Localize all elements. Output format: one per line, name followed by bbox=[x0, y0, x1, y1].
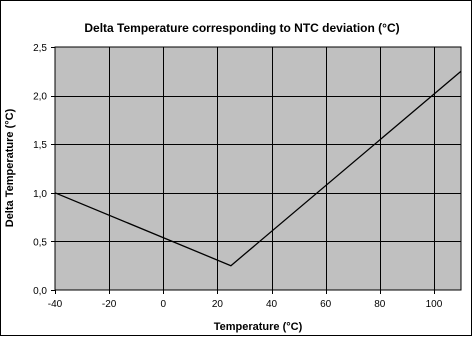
x-tick-label: 20 bbox=[212, 299, 224, 310]
chart-title: Delta Temperature corresponding to NTC d… bbox=[84, 21, 399, 35]
series-layer bbox=[54, 70, 462, 267]
y-tick-label: 1,5 bbox=[33, 140, 47, 151]
x-tick-label: 40 bbox=[266, 299, 278, 310]
plot-area bbox=[55, 47, 461, 290]
x-tick-label: 60 bbox=[320, 299, 332, 310]
x-tick-label: -40 bbox=[48, 299, 63, 310]
x-tick-label: -20 bbox=[102, 299, 117, 310]
horizontal-gridlines bbox=[55, 96, 461, 242]
x-axis-ticks: -40 -20 0 20 40 60 80 100 bbox=[48, 290, 443, 310]
y-axis-title: Delta Temperature (°C) bbox=[4, 108, 16, 227]
y-tick-label: 2,5 bbox=[33, 43, 47, 54]
y-tick-label: 1,0 bbox=[33, 189, 47, 200]
vertical-gridlines bbox=[109, 47, 435, 290]
x-tick-label: 0 bbox=[160, 299, 166, 310]
y-axis-ticks: 0,0 0,5 1,0 1,5 2,0 2,5 bbox=[33, 43, 55, 297]
y-tick-label: 0,0 bbox=[33, 286, 47, 297]
y-tick-label: 2,0 bbox=[33, 92, 47, 103]
x-tick-label: 100 bbox=[426, 299, 443, 310]
plot-border bbox=[54, 46, 462, 291]
y-tick-label: 0,5 bbox=[33, 237, 47, 248]
x-tick-label: 80 bbox=[374, 299, 386, 310]
series-line bbox=[54, 70, 462, 267]
x-axis-title: Temperature (°C) bbox=[214, 321, 303, 333]
